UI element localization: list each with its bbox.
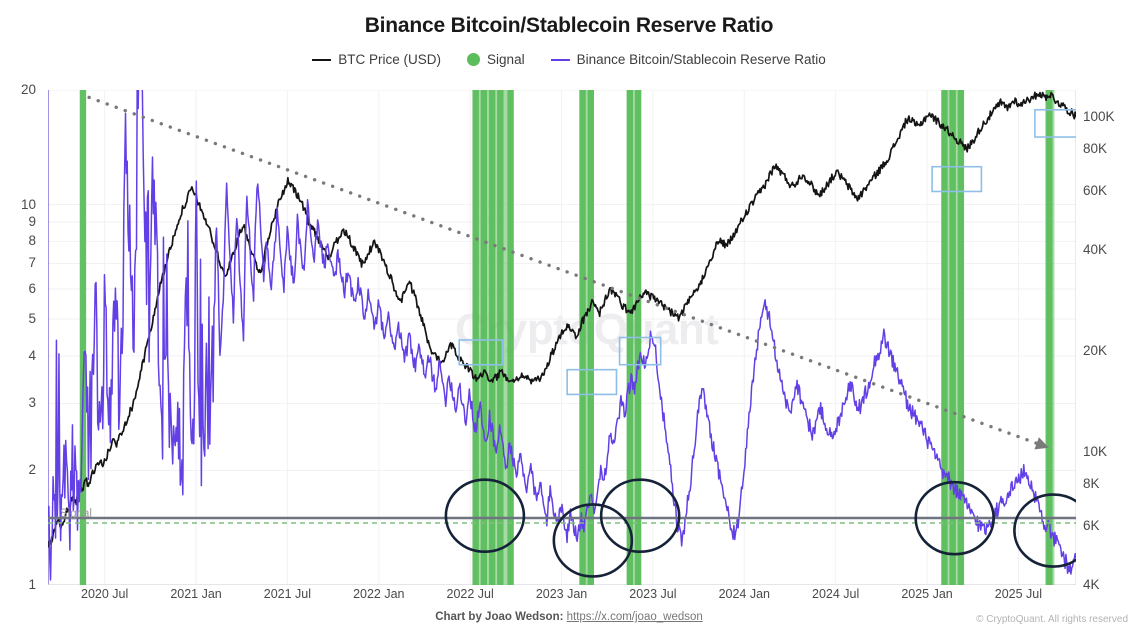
price-highlight-box <box>566 368 618 396</box>
line-swatch-icon <box>312 58 332 61</box>
y-axis-tick-left: 7 <box>28 255 36 271</box>
price-highlight-box <box>458 339 504 366</box>
price-highlight-box <box>618 336 662 366</box>
y-axis-tick-left: 6 <box>28 280 36 296</box>
price-highlight-box <box>931 165 983 193</box>
circle-annotation <box>914 480 995 556</box>
y-axis-tick-right: 100K <box>1083 108 1115 124</box>
chart-credit: Chart by Joao Wedson: https://x.com/joao… <box>0 611 1138 623</box>
x-axis-tick: 2025 Jan <box>901 587 953 601</box>
x-axis-tick: 2023 Jan <box>535 587 588 601</box>
x-axis-tick: 2024 Jul <box>812 587 860 601</box>
legend-item-btc-price[interactable]: BTC Price (USD) <box>312 52 441 67</box>
circle-annotation <box>599 478 681 554</box>
x-axis-tick: 2022 Jan <box>353 587 405 601</box>
y-axis-tick-left: 10 <box>20 196 36 212</box>
circle-annotation <box>1013 493 1076 568</box>
y-axis-tick-left: 1 <box>28 577 36 592</box>
circle-annotation <box>444 478 526 554</box>
x-axis-tick: 2023 Jul <box>629 587 677 601</box>
x-axis-tick: 2025 Jul <box>994 587 1043 601</box>
x-axis-tick: 2022 Jul <box>446 587 494 601</box>
legend-label: Signal <box>487 52 525 67</box>
signal-band <box>79 90 87 585</box>
circle-annotation <box>552 503 634 578</box>
page-title: Binance Bitcoin/Stablecoin Reserve Ratio <box>364 14 774 37</box>
y-axis-tick-left: 20 <box>20 82 36 97</box>
signal-line-label: Signal <box>60 508 92 520</box>
x-axis-tick: 2021 Jan <box>170 587 222 601</box>
y-axis-tick-left: 2 <box>28 462 36 478</box>
signal-band-cluster <box>473 90 513 585</box>
copyright-notice: © CryptoQuant. All rights reserved <box>976 614 1128 625</box>
price-highlight-box <box>1034 108 1076 138</box>
y-axis-tick-left: 8 <box>28 233 36 249</box>
series-reserve-ratio <box>48 90 1076 581</box>
y-axis-tick-right: 60K <box>1083 182 1108 198</box>
plot-area <box>48 90 1076 585</box>
x-axis-tick: 2021 Jul <box>263 587 312 601</box>
y-axis-tick-right: 20K <box>1083 342 1108 358</box>
x-axis-tick: 2024 Jan <box>718 587 771 601</box>
signal-band-cluster <box>579 90 594 585</box>
y-axis-tick-left: 9 <box>28 213 36 229</box>
legend-item-signal[interactable]: Signal <box>467 52 525 67</box>
credit-link[interactable]: https://x.com/joao_wedson <box>566 611 703 623</box>
y-axis-tick-right: 10K <box>1083 443 1108 459</box>
trendline-arrowhead <box>1034 437 1049 450</box>
series-btc-price <box>48 91 1076 548</box>
y-axis-tick-left: 5 <box>28 311 36 327</box>
y-axis-tick-right: 4K <box>1083 577 1100 592</box>
chart-svg <box>48 90 1076 585</box>
y-axis-tick-right: 6K <box>1083 517 1100 533</box>
line-swatch-icon <box>550 58 570 61</box>
y-axis-tick-right: 8K <box>1083 476 1100 492</box>
x-axis-tick: 2020 Jul <box>81 587 129 601</box>
signal-band-cluster <box>942 90 963 585</box>
legend-label: Binance Bitcoin/Stablecoin Reserve Ratio <box>576 52 826 67</box>
legend-item-reserve-ratio[interactable]: Binance Bitcoin/Stablecoin Reserve Ratio <box>550 52 826 67</box>
trendline-dotted <box>87 95 1047 449</box>
y-axis-tick-left: 4 <box>28 347 36 363</box>
y-axis-tick-right: 80K <box>1083 141 1108 156</box>
signal-band-cluster <box>1045 90 1055 585</box>
legend-label: BTC Price (USD) <box>338 52 442 67</box>
chart-legend: BTC Price (USD) Signal Binance Bitcoin/S… <box>0 52 1138 67</box>
credit-prefix: Chart by Joao Wedson: <box>435 611 564 623</box>
dot-swatch-icon <box>467 53 481 66</box>
y-axis-tick-left: 3 <box>28 395 36 411</box>
y-axis-tick-right: 40K <box>1083 241 1108 257</box>
